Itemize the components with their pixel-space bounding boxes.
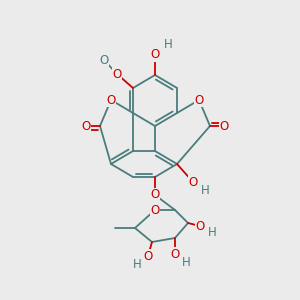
Text: O: O (106, 94, 116, 106)
Text: O: O (219, 119, 229, 133)
Text: O: O (143, 250, 153, 262)
Text: O: O (194, 94, 204, 106)
Text: O: O (99, 53, 109, 67)
Text: O: O (81, 119, 91, 133)
Text: H: H (133, 257, 141, 271)
Text: H: H (208, 226, 216, 238)
Text: H: H (182, 256, 190, 268)
Text: O: O (112, 68, 122, 80)
Text: O: O (150, 203, 160, 217)
Text: O: O (195, 220, 205, 232)
Text: O: O (170, 248, 180, 260)
Text: H: H (201, 184, 209, 196)
Text: O: O (188, 176, 198, 188)
Text: O: O (150, 188, 160, 202)
Text: H: H (164, 38, 172, 52)
Text: O: O (150, 49, 160, 62)
